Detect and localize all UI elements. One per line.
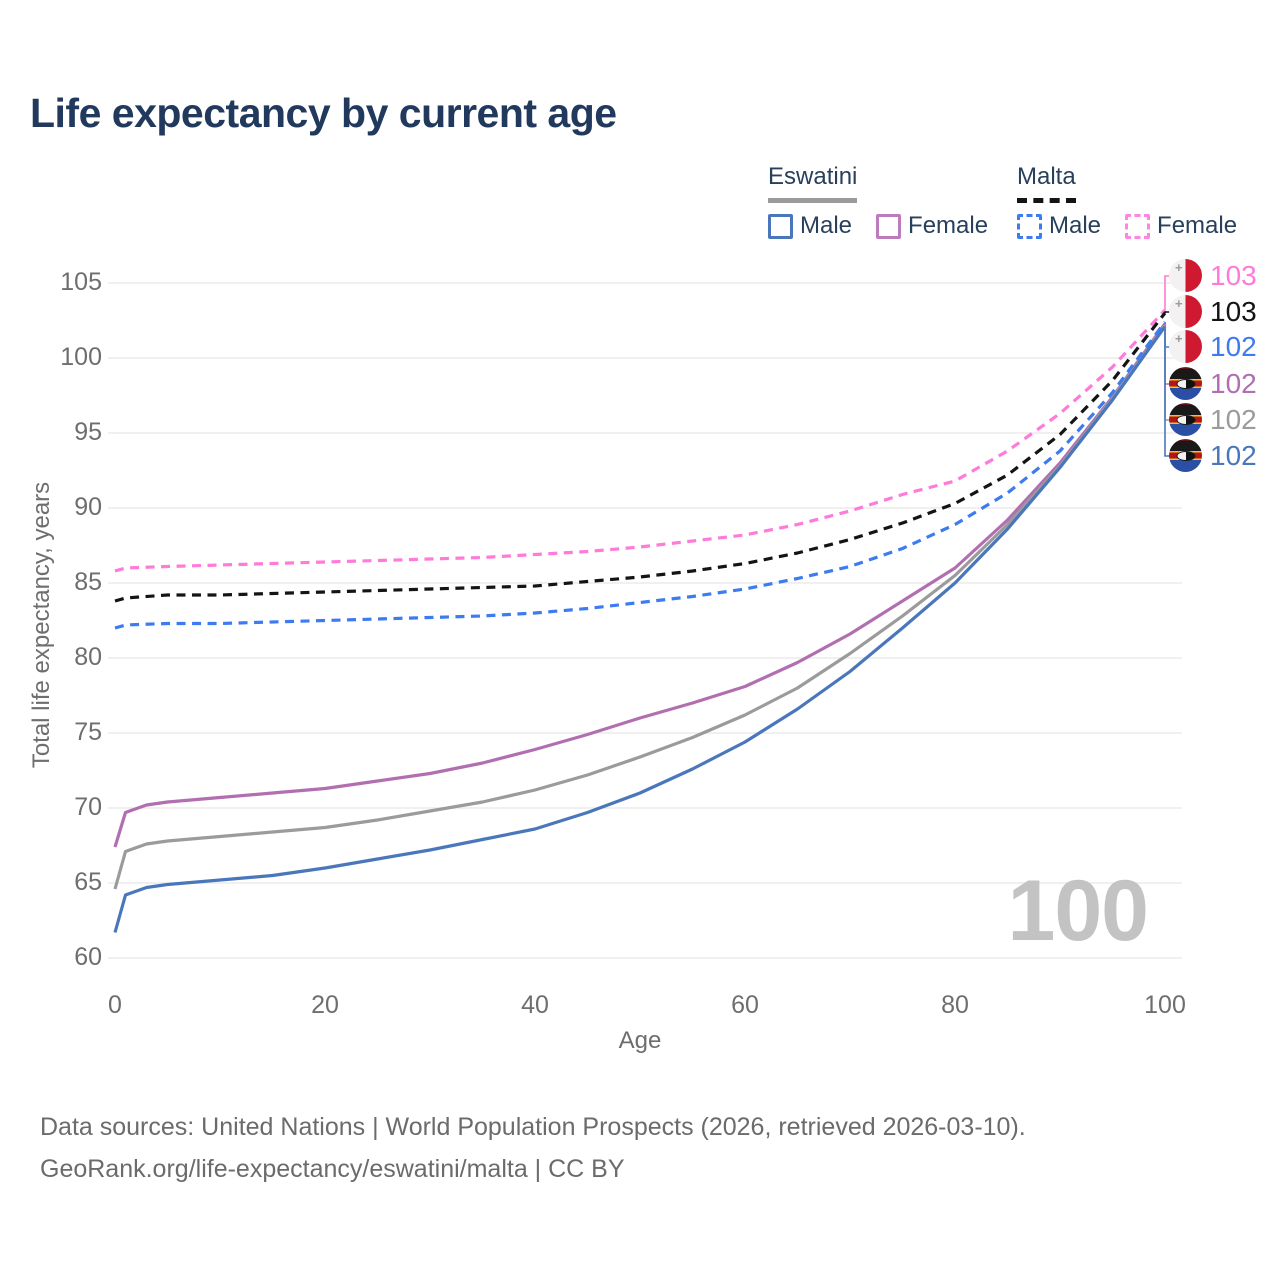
- series-line-eswatini: [113, 324, 1167, 890]
- eswatini-female-line-swatch-icon: [876, 213, 902, 239]
- end-value: 102: [1210, 330, 1257, 362]
- end-value: 102: [1210, 403, 1257, 435]
- eswatini-male-line-swatch-icon: [768, 213, 793, 239]
- legend-label: Female: [908, 212, 989, 239]
- y-tick-label: 60: [74, 943, 102, 971]
- legend-eswatini-items: Male Female: [768, 212, 1012, 240]
- x-tick-label: 80: [941, 991, 969, 1019]
- series-line-malta-female: [114, 308, 1167, 573]
- legend-item-malta-male[interactable]: Male: [1017, 212, 1101, 240]
- series-line-eswatini-male: [113, 325, 1167, 933]
- x-tick-label: 60: [731, 991, 759, 1019]
- end-label-row: 102: [1169, 367, 1257, 400]
- legend-malta-header: Malta: [1017, 163, 1076, 203]
- y-tick-label: 95: [74, 418, 102, 446]
- data-source-footer: Data sources: United Nations | World Pop…: [40, 1106, 1026, 1190]
- x-tick-label: 0: [108, 991, 122, 1019]
- y-tick-label: 105: [60, 268, 102, 296]
- eswatini-shield-icon: [1176, 414, 1195, 425]
- legend-label: Male: [800, 212, 853, 239]
- eswatini-flag-icon: [1169, 439, 1202, 472]
- eswatini-shield-icon: [1176, 378, 1195, 389]
- y-axis-title: Total life expectancy, years: [28, 481, 55, 769]
- end-label-row: 102: [1169, 439, 1257, 472]
- eswatini-shield-icon: [1176, 450, 1195, 461]
- legend-item-malta-female[interactable]: Female: [1125, 212, 1237, 240]
- page-title: Life expectancy by current age: [30, 90, 617, 136]
- eswatini-flag-icon: [1169, 367, 1202, 400]
- end-label-row: 102: [1169, 403, 1257, 436]
- legend-item-eswatini-female[interactable]: Female: [876, 212, 988, 240]
- footer-line-1: Data sources: United Nations | World Pop…: [40, 1113, 1026, 1141]
- y-tick-label: 70: [74, 793, 102, 821]
- y-tick-label: 100: [60, 343, 102, 371]
- x-tick-label: 40: [521, 991, 549, 1019]
- y-tick-label: 90: [74, 493, 102, 521]
- end-label-row: 102: [1169, 330, 1257, 363]
- x-axis-title: Age: [618, 1027, 662, 1054]
- legend-label: Female: [1157, 212, 1238, 239]
- malta-flag-icon: [1169, 259, 1202, 292]
- end-value: 102: [1210, 439, 1257, 471]
- legend-malta-items: Male Female: [1017, 212, 1261, 240]
- end-label-row: 103: [1169, 259, 1257, 292]
- malta-flag-icon: [1169, 295, 1202, 328]
- series-line-eswatini-female: [113, 322, 1167, 848]
- end-value: 102: [1210, 367, 1257, 399]
- end-label-row: 103: [1169, 295, 1257, 328]
- y-tick-label: 65: [74, 868, 102, 896]
- legend-eswatini-header: Eswatini: [768, 163, 858, 203]
- x-tick-label: 100: [1144, 991, 1186, 1019]
- legend-label: Male: [1049, 212, 1102, 239]
- footer-line-2: GeoRank.org/life-expectancy/eswatini/mal…: [40, 1155, 625, 1183]
- y-tick-label: 75: [74, 718, 102, 746]
- y-tick-label: 85: [74, 568, 102, 596]
- end-value: 103: [1210, 259, 1257, 291]
- malta-flag-icon: [1169, 330, 1202, 363]
- malta-female-line-swatch-icon: [1125, 213, 1151, 239]
- y-tick-label: 80: [74, 643, 102, 671]
- x-tick-label: 20: [311, 991, 339, 1019]
- legend-group-malta: Malta Male Female: [1017, 163, 1261, 240]
- malta-male-line-swatch-icon: [1017, 213, 1042, 239]
- legend-group-eswatini: Eswatini Male Female: [768, 163, 1012, 240]
- end-value: 103: [1210, 295, 1257, 327]
- series-line-malta-male: [114, 321, 1167, 630]
- hovered-age-watermark: 100: [1007, 863, 1149, 959]
- legend-item-eswatini-male[interactable]: Male: [768, 212, 852, 240]
- series-line-malta: [114, 312, 1167, 603]
- eswatini-flag-icon: [1169, 403, 1202, 436]
